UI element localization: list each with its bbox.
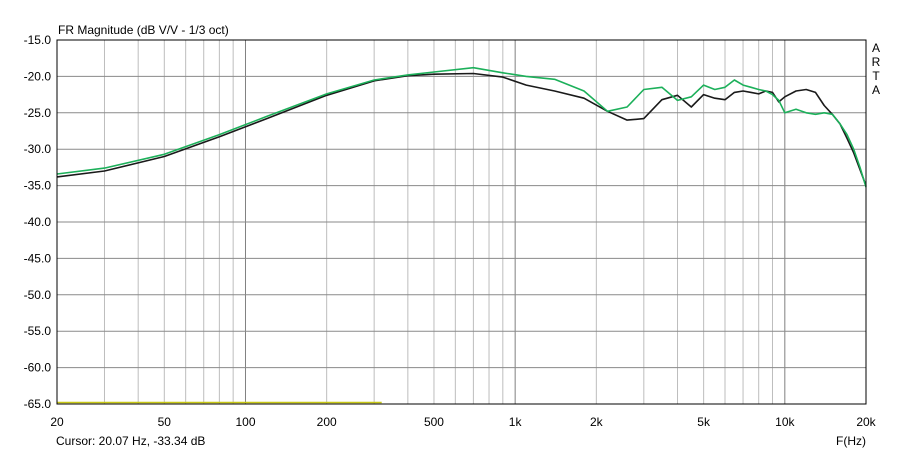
x-tick-label: 20k [856,415,876,429]
watermark-letter: R [872,55,881,69]
y-tick-label: -15.0 [24,33,52,47]
x-tick-label: 50 [158,415,172,429]
x-tick-label: 2k [590,415,604,429]
chart-title: FR Magnitude (dB V/V - 1/3 oct) [58,23,229,37]
x-tick-label: 1k [509,415,523,429]
grid [56,39,867,405]
y-tick-label: -35.0 [24,179,52,193]
y-tick-label: -50.0 [24,288,52,302]
x-tick-label: 200 [317,415,337,429]
y-tick-label: -30.0 [24,142,52,156]
plot-frame [56,39,867,405]
x-tick-label: 100 [235,415,255,429]
y-tick-labels: -15.0 -20.0 -25.0 -30.0 -35.0 -40.0 -45.0 -50.0… [24,33,52,411]
series-layer [56,66,867,404]
y-tick-label: -25.0 [24,106,52,120]
y-tick-label: -55.0 [24,324,52,338]
watermark-letter: A [872,83,880,97]
watermark-letter: T [872,69,880,83]
x-axis-label: F(Hz) [836,434,866,448]
series-line-2 [56,66,867,188]
y-tick-label: -60.0 [24,361,52,375]
x-tick-label: 10k [775,415,795,429]
series-line-1 [56,72,867,186]
cursor-readout: Cursor: 20.07 Hz, -33.34 dB [56,434,205,448]
x-tick-labels: 20 50 100 200 500 1k 2k 5k 10k 20k [50,415,876,429]
y-tick-label: -45.0 [24,251,52,265]
x-tick-label: 5k [697,415,711,429]
x-tick-label: 20 [50,415,64,429]
watermark-letter: A [872,41,880,55]
y-tick-label: -65.0 [24,397,52,411]
y-tick-label: -20.0 [24,69,52,83]
y-tick-label: -40.0 [24,215,52,229]
x-tick-label: 500 [424,415,444,429]
